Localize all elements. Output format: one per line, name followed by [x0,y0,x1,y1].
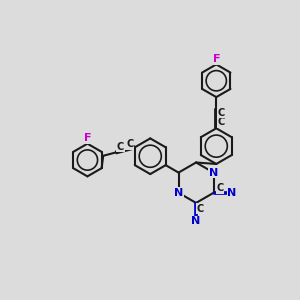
Text: C: C [218,117,225,128]
Text: C: C [126,139,133,149]
Text: N: N [191,216,201,226]
Text: F: F [84,133,91,143]
Text: C: C [218,108,225,118]
Text: C: C [117,142,124,152]
Text: N: N [209,168,218,178]
Text: C: C [217,183,224,193]
Text: N: N [174,188,183,198]
Text: N: N [227,188,237,198]
Text: F: F [212,54,220,64]
Text: C: C [197,204,204,214]
